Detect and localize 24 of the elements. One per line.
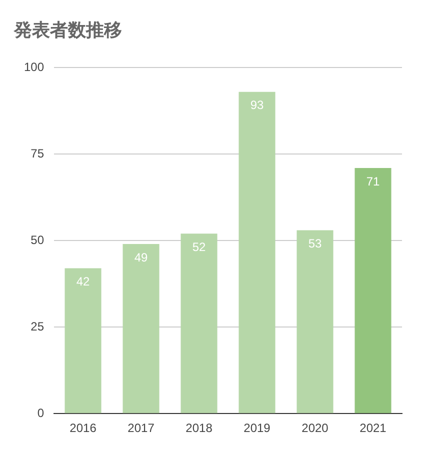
bar bbox=[354, 168, 392, 414]
x-tick-label: 2020 bbox=[302, 421, 329, 436]
bar bbox=[122, 244, 160, 414]
x-tick-label: 2018 bbox=[186, 421, 213, 436]
y-tick-label: 100 bbox=[24, 60, 44, 74]
data-label: 52 bbox=[192, 240, 206, 254]
bar bbox=[64, 268, 102, 414]
x-tick-label: 2016 bbox=[70, 421, 97, 436]
data-label: 42 bbox=[76, 274, 90, 289]
data-label: 93 bbox=[250, 98, 264, 112]
x-tick-label: 2017 bbox=[128, 421, 155, 436]
bar bbox=[296, 230, 334, 414]
data-label: 49 bbox=[134, 250, 148, 264]
y-tick-label: 0 bbox=[37, 406, 44, 420]
y-tick-label: 75 bbox=[30, 146, 44, 160]
bar bbox=[180, 234, 218, 414]
x-tick-label: 2019 bbox=[244, 421, 271, 436]
y-tick-label: 50 bbox=[30, 232, 44, 247]
data-label: 71 bbox=[366, 174, 380, 188]
y-tick-label: 25 bbox=[30, 319, 44, 334]
x-tick-label: 2021 bbox=[360, 421, 387, 436]
chart-title: 発表者数推移 bbox=[13, 20, 122, 40]
bar bbox=[238, 92, 276, 414]
data-label: 53 bbox=[308, 236, 322, 251]
